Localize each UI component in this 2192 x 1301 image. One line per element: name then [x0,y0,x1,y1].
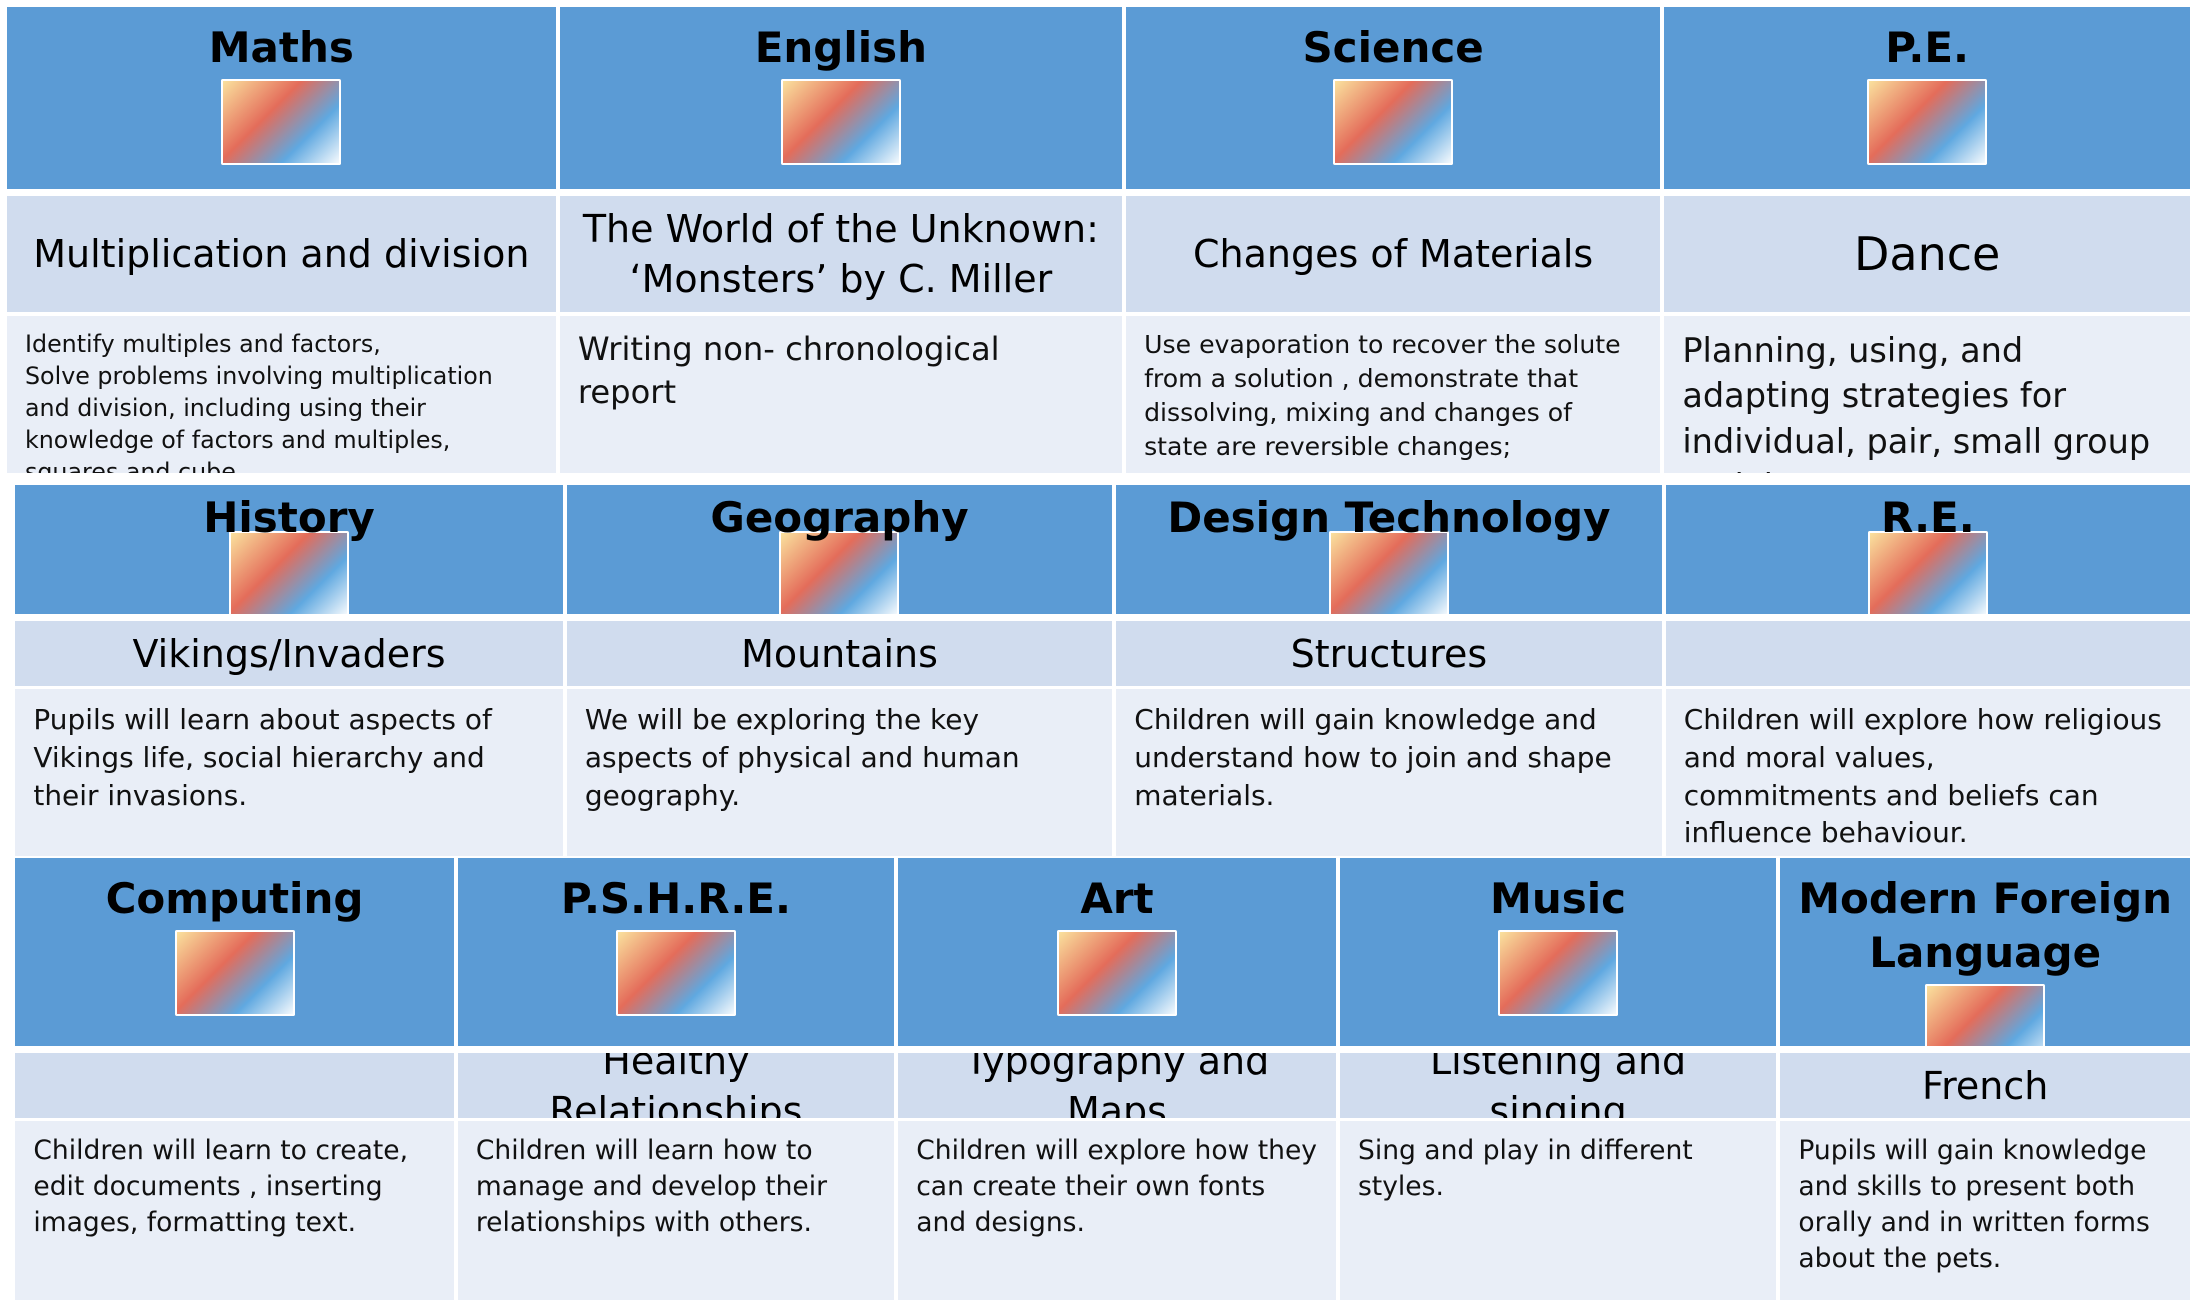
topic-cell: Listening and singing [1339,1052,1777,1119]
description-cell: We will be exploring the key aspects of … [566,689,1113,856]
description: Use evaporation to recover the solute fr… [1144,329,1621,461]
description: We will be exploring the key aspects of … [584,703,1020,812]
topic-cell: Healthy Relationships [457,1052,895,1119]
subject-header: Geography [566,485,1113,614]
subject-header: Music [1339,858,1777,1046]
description: Children will explore how religious and … [1683,703,2162,850]
description-cell: Children will gain knowledge and underst… [1116,689,1662,856]
topic-cell: Mountains [566,620,1113,687]
subject-header: Design Technology [1116,485,1662,614]
topic: French [1921,1063,2049,1108]
subject-image [1333,78,1454,165]
description-cell: Sing and play in different styles. [1339,1121,1777,1301]
description: Children will learn to create, edit docu… [33,1135,409,1238]
subject-title: P.S.H.R.E. [560,874,791,924]
topic: Healthy Relationships [549,1052,803,1119]
topic: Dance [1853,226,2001,281]
description: Pupils will learn about aspects of Vikin… [33,703,492,812]
subject-header: Art [898,858,1336,1046]
subject-header: Computing [15,858,454,1046]
topic: The World of the Unknown: ‘Monsters’ by … [582,206,1099,301]
subject-image [780,78,901,165]
subject-header: P.E. [1664,6,2190,189]
topic-cell [1665,620,2190,687]
topic-cell: Structures [1116,620,1662,687]
subject-image [1867,531,1988,614]
description: Children will explore how they can creat… [916,1135,1318,1238]
topic-cell: Typography and Maps [898,1052,1336,1119]
description-cell: Identify multiples and factors, Solve pr… [6,315,556,473]
topic-cell: The World of the Unknown: ‘Monsters’ by … [559,195,1122,312]
subject-image [779,531,900,614]
topic-cell: Dance [1664,195,2190,312]
subject-image [615,930,736,1017]
topic: Mountains [741,631,938,676]
subject-title: Design Technology [1167,493,1611,543]
topic-cell [15,1052,454,1119]
description-cell: Pupils will gain knowledge and skills to… [1780,1121,2190,1301]
description-cell: Children will learn to create, edit docu… [15,1121,454,1301]
topic-cell: Multiplication and division [6,195,556,312]
subject-header: R.E. [1665,485,2190,614]
topic-cell: Vikings/Invaders [15,620,563,687]
subject-image [1328,531,1449,614]
description: Sing and play in different styles. [1357,1135,1693,1203]
subject-image [229,531,350,614]
subject-title: Music [1490,874,1627,924]
topic: Structures [1290,631,1488,676]
subject-header: P.S.H.R.E. [457,858,895,1046]
subject-title: Science [1302,22,1484,72]
description-cell: Pupils will learn about aspects of Vikin… [15,689,563,856]
topic: Typography and Maps [964,1052,1270,1119]
description: Children will gain knowledge and underst… [1134,703,1612,812]
description-cell: Children will explore how they can creat… [898,1121,1336,1301]
subject-title: Geography [710,493,969,543]
subject-title: R.E. [1880,493,1975,543]
topic-cell: French [1780,1052,2190,1119]
subject-image [1925,984,2046,1046]
subject-image [174,930,295,1017]
subject-image [221,78,342,165]
description-cell: Use evaporation to recover the solute fr… [1126,315,1661,473]
description-cell: Writing non- chronological report [559,315,1122,473]
subject-title: Maths [208,22,354,72]
description-cell: Children will explore how religious and … [1665,689,2190,856]
description-cell: Planning, using, and adapting strategies… [1664,315,2190,473]
topic: Changes of Materials [1192,231,1594,276]
topic: Listening and singing [1429,1052,1687,1119]
description-cell: Children will learn how to manage and de… [457,1121,895,1301]
topic-cell: Changes of Materials [1126,195,1661,312]
subject-header: English [559,6,1122,189]
subject-image [1056,930,1177,1017]
topic: Multiplication and division [33,231,530,276]
subject-image [1498,930,1619,1017]
subject-title: English [754,22,928,72]
description: Children will learn how to manage and de… [475,1135,828,1238]
description: Writing non- chronological report [577,329,1000,412]
subject-header: Modern Foreign Language [1780,858,2190,1046]
description: Identify multiples and factors, Solve pr… [24,329,493,473]
subject-header: Science [1126,6,1661,189]
subject-title: Modern Foreign Language [1798,874,2173,978]
subject-title: Computing [105,874,364,924]
subject-title: History [203,493,375,543]
description: Planning, using, and adapting strategies… [1682,330,2151,473]
subject-image [1867,78,1988,165]
subject-header: Maths [6,6,556,189]
topic: Vikings/Invaders [132,631,446,676]
subject-title: Art [1080,874,1154,924]
subject-header: History [15,485,563,614]
subject-title: P.E. [1885,22,1969,72]
description: Pupils will gain knowledge and skills to… [1798,1135,2150,1274]
